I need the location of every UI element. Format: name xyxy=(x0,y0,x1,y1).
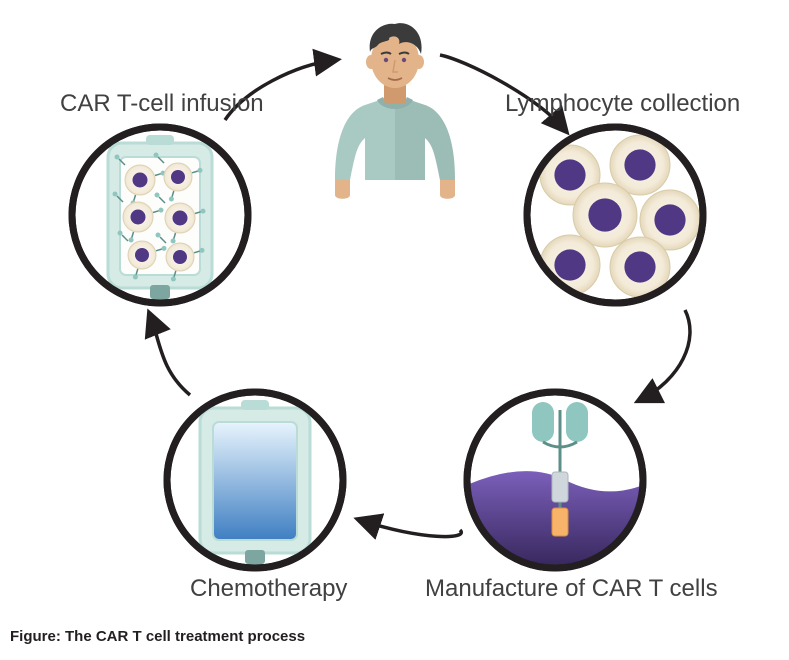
arrow-manufacture-chemo xyxy=(360,520,461,537)
infusion-label: CAR T-cell infusion xyxy=(60,90,264,118)
node-lymphocyte xyxy=(527,127,703,303)
arrow-chemo-infusion xyxy=(150,315,190,395)
node-infusion xyxy=(72,127,248,303)
chemo-label: Chemotherapy xyxy=(190,575,347,603)
lymphocyte-label: Lymphocyte collection xyxy=(505,90,740,118)
arrow-lymphocyte-manufacture xyxy=(640,310,690,400)
manufacture-label: Manufacture of CAR T cells xyxy=(425,575,718,603)
figure-caption: Figure: The CAR T cell treatment process xyxy=(10,628,305,645)
node-chemo xyxy=(167,392,343,568)
node-manufacture xyxy=(467,392,643,578)
diagram-stage: CAR T-cell infusion Lymphocyte collectio… xyxy=(0,0,789,655)
patient-icon xyxy=(335,23,455,199)
